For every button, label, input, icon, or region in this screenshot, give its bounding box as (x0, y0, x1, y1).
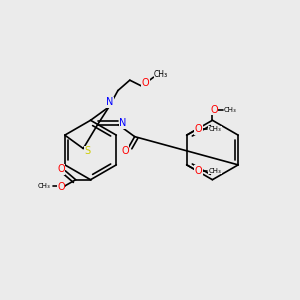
Text: O: O (57, 164, 64, 174)
Text: CH₃: CH₃ (38, 183, 51, 189)
Text: O: O (210, 105, 218, 115)
Text: O: O (121, 146, 129, 156)
Text: CH₃: CH₃ (224, 107, 237, 113)
Text: CH₃: CH₃ (208, 168, 221, 174)
Text: N: N (106, 98, 113, 107)
Text: O: O (57, 182, 64, 192)
Text: O: O (141, 78, 149, 88)
Text: N: N (119, 118, 127, 128)
Text: CH₃: CH₃ (154, 70, 168, 79)
Text: S: S (85, 146, 91, 157)
Text: O: O (195, 124, 203, 134)
Text: CH₃: CH₃ (208, 126, 221, 132)
Text: O: O (195, 166, 203, 176)
